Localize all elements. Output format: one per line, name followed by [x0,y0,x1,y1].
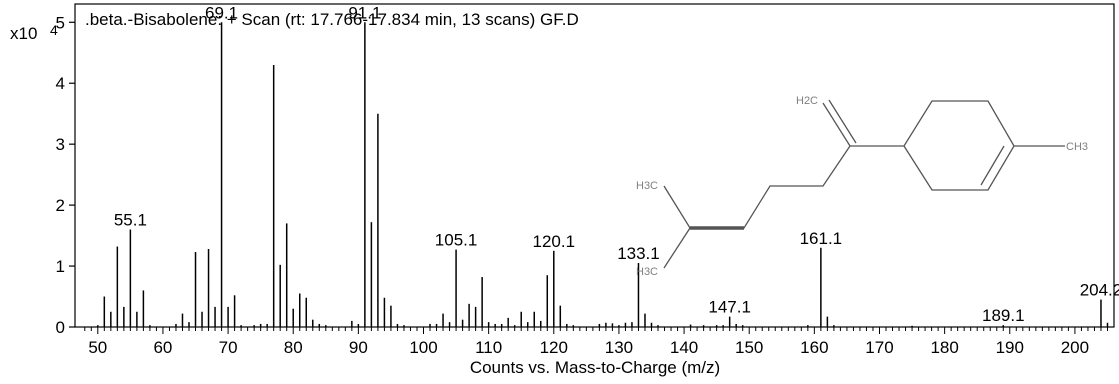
y-tick-label: 3 [56,135,65,154]
x-tick-label: 80 [284,338,303,357]
molecule-label-ch3: CH3 [1066,141,1088,153]
plot-frame [74,3,1115,328]
peak-label: 91.1 [348,3,381,22]
peak-labels: 55.1 69.1 91.1 105.1 120.1 133.1 147.1 161.1 189… [114,3,1119,325]
methylene-bond-b [828,99,857,144]
spectrum-peaks [97,22,1109,327]
peak-label: 69.1 [205,3,238,22]
x-tick-label: 60 [153,338,172,357]
x-tick-label: 160 [800,338,828,357]
peak-label: 204.2 [1080,281,1119,300]
x-tick-label: 100 [409,338,437,357]
x-tick-label: 180 [930,338,958,357]
chart-title: .beta.-Bisabolene: + Scan (rt: 17.766-17… [85,10,579,29]
molecule-label-h3c-upper: H3C [636,180,658,192]
peak-label: 147.1 [708,298,751,317]
y-tick-label: 0 [56,318,65,337]
peak-label: 161.1 [800,229,843,248]
y-tick-label: 4 [56,74,65,93]
x-tick-label: 70 [219,338,238,357]
x-tick-label: 130 [605,338,633,357]
peak-label: 55.1 [114,210,147,229]
x-axis-ticks: 50 60 70 80 90 100 110 120 130 140 150 160 170 180 190… [84,327,1108,357]
y-axis-multiplier: x10 [10,24,37,43]
side-chain-bonds [663,145,851,229]
methylene-bond-a [822,102,851,147]
y-axis-ticks: 0 1 2 3 4 5 [56,13,75,337]
y-axis-exponent: 4 [50,22,58,38]
peak-label: 189.1 [982,306,1025,325]
peak-label: 105.1 [435,231,478,250]
ring-bonds [850,100,1015,191]
x-tick-label: 120 [540,338,568,357]
molecule-label-h3c-lower: H3C [636,266,658,278]
molecule-structure [663,99,1065,269]
x-tick-label: 190 [996,338,1024,357]
x-tick-label: 50 [88,338,107,357]
peak-label: 133.1 [617,244,660,263]
ring-double-bond [980,145,1005,186]
x-tick-label: 170 [865,338,893,357]
y-tick-label: 2 [56,196,65,215]
x-tick-label: 110 [475,338,502,357]
x-tick-label: 200 [1061,338,1089,357]
x-axis-title: Counts vs. Mass-to-Charge (m/z) [470,358,720,377]
x-tick-label: 150 [735,338,763,357]
peak-label: 120.1 [533,232,576,251]
x-tick-label: 140 [670,338,698,357]
y-tick-label: 1 [56,257,65,276]
molecule-label-h2c: H2C [796,95,818,107]
y-tick-label: 5 [56,13,65,32]
chain-methyl-bond [663,227,691,269]
x-tick-label: 90 [349,338,368,357]
